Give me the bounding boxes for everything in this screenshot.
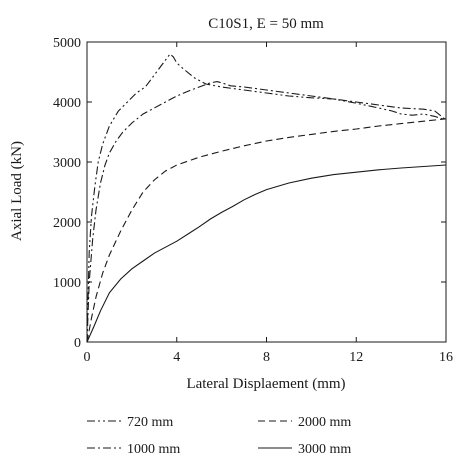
x-tick-label: 16 bbox=[439, 350, 453, 365]
series-line-3000-mm bbox=[86, 164, 447, 343]
series-line-720-mm bbox=[86, 53, 447, 343]
y-tick-label: 0 bbox=[74, 336, 81, 351]
plot-frame bbox=[86, 41, 447, 343]
axis-ticks: 0 4 8 12 16 0 1000 2000 3000 4000 5000 bbox=[53, 36, 453, 365]
y-tick-label: 1000 bbox=[53, 276, 81, 291]
series-line-2000-mm bbox=[86, 118, 447, 343]
x-tick-label: 0 bbox=[84, 350, 91, 365]
plot-lines bbox=[86, 53, 447, 343]
legend-label: 2000 mm bbox=[298, 415, 351, 430]
y-tick-label: 2000 bbox=[53, 216, 81, 231]
y-tick-label: 5000 bbox=[53, 36, 81, 51]
chart-title: C10S1, E = 50 mm bbox=[208, 16, 324, 32]
x-tick-label: 4 bbox=[173, 350, 180, 365]
y-axis-label: Axial Load (kN) bbox=[9, 141, 25, 241]
x-tick-label: 8 bbox=[263, 350, 270, 365]
y-tick-label: 3000 bbox=[53, 156, 81, 171]
series-line-1000-mm bbox=[86, 81, 447, 343]
y-tick-label: 4000 bbox=[53, 96, 81, 111]
x-tick-label: 12 bbox=[349, 350, 363, 365]
legend-label: 720 mm bbox=[127, 415, 173, 430]
legend-label: 3000 mm bbox=[298, 442, 351, 457]
x-axis-label: Lateral Displaement (mm) bbox=[186, 376, 345, 392]
legend-label: 1000 mm bbox=[127, 442, 180, 457]
legend: 720 mm 2000 mm 1000 mm 3000 mm bbox=[87, 415, 351, 457]
